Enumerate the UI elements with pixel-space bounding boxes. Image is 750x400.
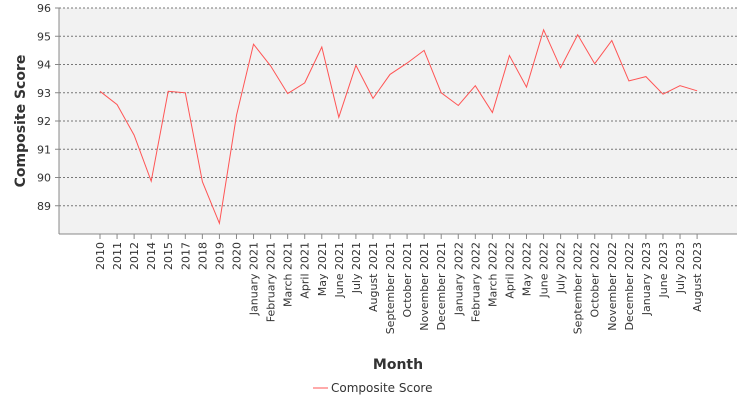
- legend: Composite Score: [313, 381, 432, 395]
- series-group: [99, 28, 699, 226]
- x-tick-label: December 2021: [435, 242, 448, 331]
- data-point: [661, 93, 664, 96]
- data-point: [235, 114, 238, 117]
- x-tick-label: 2018: [196, 242, 209, 270]
- data-point: [696, 89, 699, 92]
- data-point: [542, 28, 545, 31]
- data-point: [627, 79, 630, 82]
- x-tick-label: January 2023: [640, 242, 653, 316]
- x-tick-label: March 2021: [282, 242, 295, 307]
- y-tick-label: 91: [37, 143, 51, 156]
- x-tick-label: 2012: [128, 242, 141, 270]
- x-tick-label: 2020: [230, 242, 243, 270]
- x-tick-label: March 2022: [486, 242, 499, 307]
- y-tick-label: 92: [37, 115, 51, 128]
- x-tick-label: February 2021: [265, 242, 278, 322]
- x-tick-label: 2019: [213, 242, 226, 270]
- x-tick-label: December 2022: [623, 242, 636, 331]
- data-point: [167, 90, 170, 93]
- data-point: [184, 91, 187, 94]
- x-tick-label: May 2022: [521, 242, 534, 296]
- x-tick-label: November 2021: [418, 242, 431, 331]
- x-tick-label: August 2023: [691, 242, 704, 312]
- x-tick-label: May 2021: [316, 242, 329, 296]
- x-tick-label: June 2022: [538, 242, 551, 298]
- data-point: [491, 111, 494, 114]
- x-tick-label: 2011: [111, 242, 124, 270]
- data-point: [337, 116, 340, 119]
- data-point: [320, 45, 323, 48]
- x-tick-label: 2010: [94, 242, 107, 270]
- data-point: [150, 180, 153, 183]
- data-point: [303, 81, 306, 84]
- data-point: [644, 75, 647, 78]
- series-line-composite-score: [99, 28, 698, 226]
- data-point: [252, 43, 255, 46]
- x-tick-label: November 2022: [606, 242, 619, 331]
- data-point: [269, 64, 272, 67]
- x-tick-label: September 2022: [572, 242, 585, 334]
- x-tick-label: February 2022: [469, 242, 482, 322]
- x-tick-label: 2017: [179, 242, 192, 270]
- x-tick-label: August 2021: [367, 242, 380, 312]
- x-tick-label: 2015: [162, 242, 175, 270]
- x-tick-label: January 2021: [248, 242, 261, 316]
- data-point: [593, 62, 596, 65]
- data-point: [610, 39, 613, 42]
- x-tick-label: April 2021: [299, 242, 312, 299]
- data-point: [406, 62, 409, 65]
- x-tick-label: October 2021: [401, 242, 414, 318]
- data-point: [116, 103, 119, 106]
- data-point: [371, 97, 374, 100]
- data-point: [133, 134, 136, 137]
- y-tick-label: 95: [37, 30, 51, 43]
- data-point: [525, 86, 528, 89]
- data-point: [389, 73, 392, 76]
- x-tick-label: January 2022: [452, 242, 465, 316]
- y-tick-label: 96: [37, 2, 51, 15]
- x-tick-label: October 2022: [589, 242, 602, 318]
- data-point: [457, 104, 460, 107]
- y-tick-label: 93: [37, 87, 51, 100]
- x-axis-title: Month: [373, 357, 423, 373]
- data-point: [559, 66, 562, 69]
- x-tick-label: July 2021: [350, 242, 363, 294]
- legend-label-composite-score: Composite Score: [331, 381, 432, 395]
- data-point: [354, 64, 357, 67]
- data-point: [286, 92, 289, 95]
- x-tick-label: 2014: [145, 242, 158, 270]
- y-axis-ticks: 89 90 91 92 93 94 95 96: [37, 2, 59, 213]
- grid-lines: [59, 7, 737, 207]
- data-point: [679, 84, 682, 87]
- y-tick-label: 89: [37, 200, 51, 213]
- x-axis-ticks: 2010 2011 2012 2014 2015 2017 2018 2019 2020 Janu…: [94, 234, 704, 334]
- data-point: [201, 180, 204, 183]
- data-point: [474, 84, 477, 87]
- data-point: [576, 33, 579, 36]
- y-tick-label: 94: [37, 59, 51, 72]
- data-point: [423, 49, 426, 52]
- data-point: [218, 222, 221, 225]
- data-point: [508, 54, 511, 57]
- x-tick-label: June 2021: [333, 242, 346, 298]
- y-tick-label: 90: [37, 172, 51, 185]
- data-point: [440, 91, 443, 94]
- x-tick-label: July 2022: [555, 242, 568, 294]
- x-tick-label: June 2023: [657, 242, 670, 298]
- x-tick-label: April 2022: [503, 242, 516, 299]
- y-axis-title: Composite Score: [13, 55, 29, 188]
- data-point: [99, 90, 102, 93]
- x-tick-label: July 2023: [674, 242, 687, 294]
- x-tick-label: September 2021: [384, 242, 397, 334]
